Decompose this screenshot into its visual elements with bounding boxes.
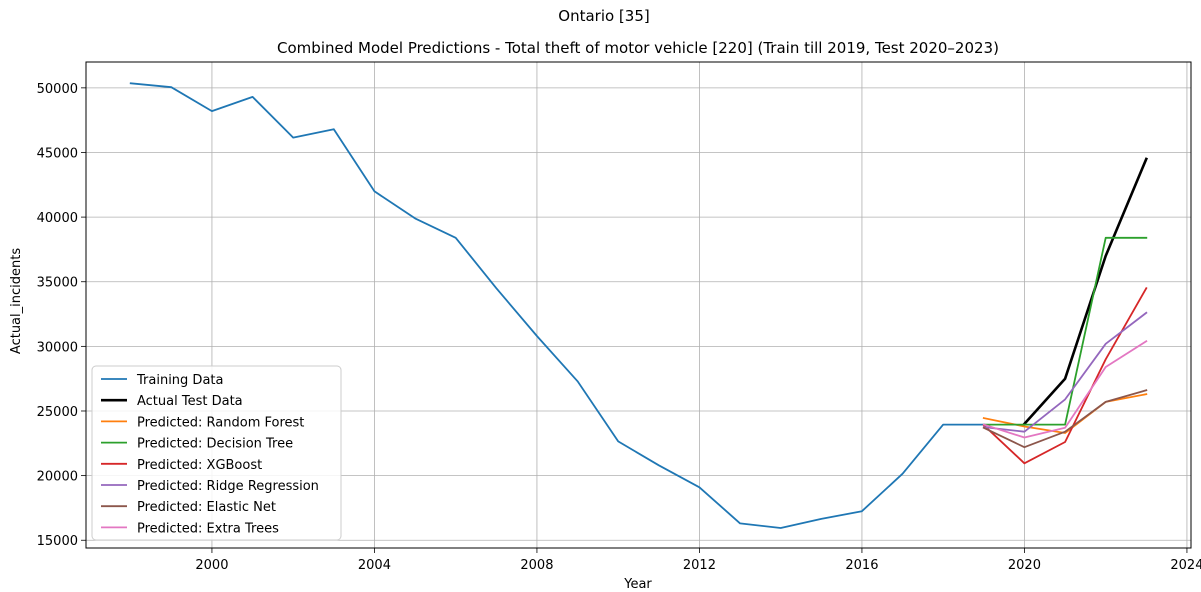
x-tick-label: 2024 [1170,558,1201,573]
y-axis: 15000 20000 25000 30000 35000 40000 45000 50000 [37,82,86,549]
legend-box [91,365,342,541]
x-tick-label: 2000 [195,558,228,573]
legend-label: Predicted: Decision Tree [137,437,293,452]
series-line-1 [1022,157,1149,426]
legend-label: Predicted: Random Forest [137,415,304,430]
legend: Training Data Actual Test Data Predicted: … [91,365,342,541]
legend-label: Predicted: Extra Trees [137,521,279,536]
x-tick-label: 2016 [845,558,878,573]
x-tick-label: 2004 [358,558,391,573]
grid [86,62,1191,548]
y-tick-label: 35000 [37,276,78,291]
x-axis-label: Year [623,577,652,592]
legend-label: Actual Test Data [137,394,243,409]
y-tick-label: 20000 [37,470,78,485]
legend-label: Predicted: XGBoost [137,458,262,473]
x-tick-label: 2020 [1008,558,1041,573]
chart-suptitle: Ontario [35] [558,7,649,25]
x-tick-label: 2008 [520,558,553,573]
series-line-3 [982,236,1148,426]
y-tick-label: 50000 [37,82,78,97]
y-tick-label: 40000 [37,211,78,226]
series-line-5 [982,311,1148,433]
y-tick-label: 25000 [37,405,78,420]
series-line-0 [129,82,985,529]
chart-title: Combined Model Predictions - Total theft… [277,39,999,57]
series-line-7 [982,339,1148,439]
series-lines [129,82,1149,529]
series-line-4 [982,286,1148,465]
y-tick-label: 30000 [37,340,78,355]
x-axis: 2000 2004 2008 2012 2016 2020 2024 [195,548,1201,573]
legend-label: Training Data [136,373,223,388]
y-tick-label: 45000 [37,146,78,161]
y-tick-label: 15000 [37,534,78,549]
plot-frame [85,61,1192,549]
legend-label: Predicted: Ridge Regression [137,479,319,494]
series-line-6 [982,389,1148,449]
legend-label: Predicted: Elastic Net [137,500,276,515]
y-axis-label: Actual_incidents [9,248,24,354]
x-tick-label: 2012 [683,558,716,573]
